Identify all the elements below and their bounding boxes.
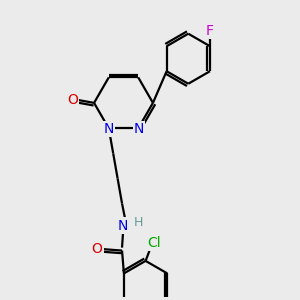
Text: O: O	[92, 242, 102, 256]
Text: O: O	[67, 93, 78, 107]
Text: F: F	[206, 24, 214, 38]
Text: N: N	[118, 219, 128, 232]
Text: Cl: Cl	[147, 236, 160, 250]
Text: H: H	[134, 215, 143, 229]
Text: N: N	[103, 122, 114, 136]
Text: N: N	[134, 122, 144, 136]
